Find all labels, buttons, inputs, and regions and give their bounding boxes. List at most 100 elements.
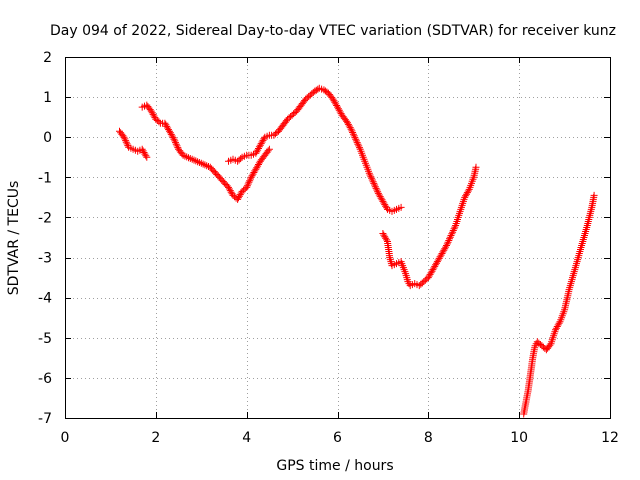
data-point [555,319,563,327]
data-point [264,147,272,155]
data-point [379,230,387,237]
data-point [346,124,354,132]
data-point [546,341,554,349]
data-point [255,145,262,152]
y-tick-label: -3 [38,251,52,267]
data-point [167,130,175,138]
x-tick-label: 12 [601,430,619,446]
y-tick-label: 2 [43,50,52,66]
data-point [444,238,452,246]
data-point [374,189,382,197]
data-point [139,147,147,155]
data-point [429,266,437,274]
data-point [373,186,381,194]
data-points [116,84,598,418]
data-point [424,274,432,282]
data-point [368,174,376,182]
data-point [227,188,235,196]
data-point [254,146,262,154]
data-point [349,129,357,136]
data-point [348,127,356,135]
data-point [433,258,441,266]
y-axis-label: SDTVAR / TECUs [6,181,22,296]
data-point [351,134,359,142]
x-axis-label: GPS time / hours [276,458,393,474]
data-point [256,141,264,149]
data-point [179,151,187,159]
data-point [248,172,256,180]
data-point [236,191,244,199]
data-point [431,262,439,270]
data-point [445,237,453,244]
y-tick-label: -6 [38,371,52,387]
data-point [354,140,362,148]
data-point [121,135,129,143]
x-tick-label: 8 [424,430,433,446]
data-point [329,95,337,103]
data-point [365,169,373,177]
data-point [334,103,341,111]
data-point [433,259,440,267]
data-point [252,149,260,157]
data-point [355,142,363,150]
data-point [163,122,171,130]
x-tick-label: 10 [510,430,528,446]
data-point [430,264,438,272]
data-point [225,185,233,193]
data-point [170,135,178,143]
data-point [249,170,257,178]
data-point [442,243,450,251]
data-point [464,187,472,195]
data-point [439,248,447,256]
data-point [162,121,170,129]
data-point [247,175,254,183]
data-point [447,232,455,239]
data-point [448,230,456,238]
data-point [147,107,155,115]
data-point [237,155,245,163]
data-point [462,192,470,200]
data-point [440,246,448,254]
data-point [366,171,374,179]
data-point [463,190,470,198]
data-point [371,181,379,189]
data-point [353,139,361,147]
data-point [446,235,453,243]
data-point [367,173,375,181]
data-point [352,135,360,143]
data-point [234,195,242,203]
data-point [138,145,146,153]
data-point [438,250,446,257]
data-point [172,140,180,148]
data-point [349,130,357,138]
data-point [449,228,457,236]
data-point [331,98,339,106]
data-point [332,100,340,108]
data-point [172,139,179,147]
data-point [143,153,151,161]
data-point [150,112,158,120]
data-point [336,108,344,116]
data-point [226,187,234,195]
data-point [247,173,255,181]
y-tick-label: 0 [43,130,52,146]
data-point [446,233,454,241]
data-point [434,256,442,264]
data-point [192,157,200,165]
data-point [437,251,445,259]
data-point [255,161,262,168]
data-point [335,106,343,114]
x-tick-label: 2 [151,430,160,446]
data-point [369,178,377,186]
data-point [148,109,156,117]
data-point [142,152,150,160]
data-point [255,143,263,151]
data-point [122,138,130,146]
data-point [334,105,342,113]
data-point [171,137,179,145]
data-point [383,236,391,244]
plot-frame [65,57,611,419]
data-point [197,159,205,167]
data-point [380,231,388,239]
